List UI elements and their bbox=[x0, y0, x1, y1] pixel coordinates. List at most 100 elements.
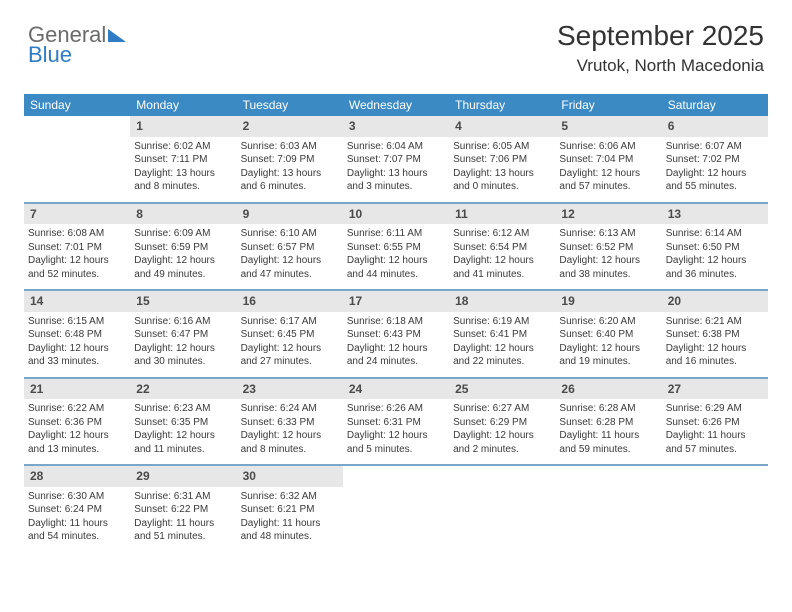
sunrise-text: Sunrise: 6:05 AM bbox=[453, 140, 551, 154]
daylight-text: Daylight: 13 hours and 8 minutes. bbox=[134, 167, 232, 194]
day-detail: Sunrise: 6:17 AMSunset: 6:45 PMDaylight:… bbox=[241, 315, 339, 369]
day-detail: Sunrise: 6:04 AMSunset: 7:07 PMDaylight:… bbox=[347, 140, 445, 194]
day-number: 26 bbox=[561, 382, 574, 396]
sunrise-text: Sunrise: 6:08 AM bbox=[28, 227, 126, 241]
day-number: 10 bbox=[349, 207, 362, 221]
day-cell: 29Sunrise: 6:31 AMSunset: 6:22 PMDayligh… bbox=[130, 466, 236, 552]
daylight-text: Daylight: 12 hours and 55 minutes. bbox=[666, 167, 764, 194]
sunset-text: Sunset: 6:45 PM bbox=[241, 328, 339, 342]
sunset-text: Sunset: 6:26 PM bbox=[666, 416, 764, 430]
day-detail: Sunrise: 6:05 AMSunset: 7:06 PMDaylight:… bbox=[453, 140, 551, 194]
day-number: 1 bbox=[136, 119, 143, 133]
sunset-text: Sunset: 6:48 PM bbox=[28, 328, 126, 342]
dow-cell: Thursday bbox=[449, 94, 555, 116]
brand-logo: General Blue bbox=[28, 24, 126, 66]
sunset-text: Sunset: 6:33 PM bbox=[241, 416, 339, 430]
sunset-text: Sunset: 6:21 PM bbox=[241, 503, 339, 517]
day-cell: 8Sunrise: 6:09 AMSunset: 6:59 PMDaylight… bbox=[130, 204, 236, 290]
day-cell: 12Sunrise: 6:13 AMSunset: 6:52 PMDayligh… bbox=[555, 204, 661, 290]
day-number: 6 bbox=[668, 119, 675, 133]
day-number: 5 bbox=[561, 119, 568, 133]
daylight-text: Daylight: 11 hours and 59 minutes. bbox=[559, 429, 657, 456]
day-number-row: 29 bbox=[130, 466, 236, 487]
day-number-row: 22 bbox=[130, 379, 236, 400]
day-number-row: 4 bbox=[449, 116, 555, 137]
sunrise-text: Sunrise: 6:17 AM bbox=[241, 315, 339, 329]
brand-word2: Blue bbox=[28, 44, 126, 66]
sunrise-text: Sunrise: 6:27 AM bbox=[453, 402, 551, 416]
daylight-text: Daylight: 12 hours and 11 minutes. bbox=[134, 429, 232, 456]
week-row: 7 Sunrise: 6:08 AMSunset: 7:01 PM Daylight… bbox=[24, 204, 768, 292]
day-number-row: 16 bbox=[237, 291, 343, 312]
day-detail: Sunrise: 6:07 AMSunset: 7:02 PMDaylight:… bbox=[666, 140, 764, 194]
day-number: 11 bbox=[455, 207, 468, 221]
daylight-text: Daylight: 12 hours and 13 minutes. bbox=[28, 429, 126, 456]
dow-cell: Tuesday bbox=[237, 94, 343, 116]
day-number: 21 bbox=[30, 382, 43, 396]
day-number: 28 bbox=[30, 469, 43, 483]
sunrise-text: Sunrise: 6:20 AM bbox=[559, 315, 657, 329]
day-detail: Sunrise: 6:02 AMSunset: 7:11 PMDaylight:… bbox=[134, 140, 232, 194]
sunset-text: Sunset: 7:11 PM bbox=[134, 153, 232, 167]
day-cell: 19Sunrise: 6:20 AMSunset: 6:40 PMDayligh… bbox=[555, 291, 661, 377]
daylight-text: Daylight: 12 hours and 27 minutes. bbox=[241, 342, 339, 369]
sunset-text: Sunset: 6:36 PM bbox=[28, 416, 126, 430]
day-cell: 7Sunrise: 6:08 AMSunset: 7:01 PMDaylight… bbox=[24, 204, 130, 290]
sunrise-text: Sunrise: 6:11 AM bbox=[347, 227, 445, 241]
day-detail: Sunrise: 6:22 AMSunset: 6:36 PMDaylight:… bbox=[28, 402, 126, 456]
day-number-row: 13 bbox=[662, 204, 768, 225]
daylight-text: Daylight: 11 hours and 48 minutes. bbox=[241, 517, 339, 544]
day-cell: 30 Sunrise: 6:32 AMSunset: 6:21 PMDayligh… bbox=[237, 466, 343, 552]
sunrise-text: Sunrise: 6:06 AM bbox=[559, 140, 657, 154]
day-number-row: 7 bbox=[24, 204, 130, 225]
day-number: 4 bbox=[455, 119, 462, 133]
day-number-row: 28 bbox=[24, 466, 130, 487]
day-number-row: 23 bbox=[237, 379, 343, 400]
week-row: 1Sunrise: 6:02 AMSunset: 7:11 PMDaylight… bbox=[24, 116, 768, 204]
week-row: 14Sunrise: 6:15 AMSunset: 6:48 PMDayligh… bbox=[24, 291, 768, 379]
sunset-text: Sunset: 6:59 PM bbox=[134, 241, 232, 255]
day-number-row: 10 bbox=[343, 204, 449, 225]
sunrise-text: Sunrise: 6:31 AM bbox=[134, 490, 232, 504]
sunrise-text: Sunrise: 6:32 AM bbox=[241, 490, 339, 504]
sunset-text: Sunset: 6:40 PM bbox=[559, 328, 657, 342]
daylight-text: Daylight: 12 hours and 30 minutes. bbox=[134, 342, 232, 369]
sunrise-text: Sunrise: 6:12 AM bbox=[453, 227, 551, 241]
day-number: 24 bbox=[349, 382, 362, 396]
day-number-row: 8 bbox=[130, 204, 236, 225]
daylight-text: Daylight: 12 hours and 49 minutes. bbox=[134, 254, 232, 281]
day-cell: 25Sunrise: 6:27 AMSunset: 6:29 PMDayligh… bbox=[449, 379, 555, 465]
sunset-text: Sunset: 6:50 PM bbox=[666, 241, 764, 255]
dow-cell: Sunday bbox=[24, 94, 130, 116]
daylight-text: Daylight: 11 hours and 54 minutes. bbox=[28, 517, 126, 544]
day-cell: 5Sunrise: 6:06 AMSunset: 7:04 PMDaylight… bbox=[555, 116, 661, 202]
sunrise-text: Sunrise: 6:18 AM bbox=[347, 315, 445, 329]
day-number-row: 18 bbox=[449, 291, 555, 312]
day-detail: Sunrise: 6:21 AMSunset: 6:38 PMDaylight:… bbox=[666, 315, 764, 369]
day-number-row: 1 bbox=[130, 116, 236, 137]
sunset-text: Sunset: 7:06 PM bbox=[453, 153, 551, 167]
sunrise-text: Sunrise: 6:02 AM bbox=[134, 140, 232, 154]
day-number: 3 bbox=[349, 119, 356, 133]
day-detail: Sunrise: 6:16 AMSunset: 6:47 PMDaylight:… bbox=[134, 315, 232, 369]
day-cell: 20 Sunrise: 6:21 AMSunset: 6:38 PMDayligh… bbox=[662, 291, 768, 377]
day-number: 7 bbox=[30, 207, 37, 221]
day-cell: 3 Sunrise: 6:04 AMSunset: 7:07 PMDaylight… bbox=[343, 116, 449, 202]
daylight-text: Daylight: 12 hours and 38 minutes. bbox=[559, 254, 657, 281]
day-detail: Sunrise: 6:30 AMSunset: 6:24 PMDaylight:… bbox=[28, 490, 126, 544]
day-cell: 1 Sunrise: 6:02 AMSunset: 7:11 PMDaylight… bbox=[130, 116, 236, 202]
day-number: 14 bbox=[30, 294, 43, 308]
sunset-text: Sunset: 7:01 PM bbox=[28, 241, 126, 255]
sunrise-text: Sunrise: 6:14 AM bbox=[666, 227, 764, 241]
sunrise-text: Sunrise: 6:07 AM bbox=[666, 140, 764, 154]
day-number-row: 20 bbox=[662, 291, 768, 312]
sunrise-text: Sunrise: 6:19 AM bbox=[453, 315, 551, 329]
day-cell: 27Sunrise: 6:29 AMSunset: 6:26 PMDayligh… bbox=[662, 379, 768, 465]
daylight-text: Daylight: 12 hours and 22 minutes. bbox=[453, 342, 551, 369]
month-title: September 2025 bbox=[557, 20, 764, 52]
daylight-text: Daylight: 12 hours and 36 minutes. bbox=[666, 254, 764, 281]
sunset-text: Sunset: 6:43 PM bbox=[347, 328, 445, 342]
day-number-row: 30 bbox=[237, 466, 343, 487]
daylight-text: Daylight: 12 hours and 47 minutes. bbox=[241, 254, 339, 281]
day-number: 29 bbox=[136, 469, 149, 483]
